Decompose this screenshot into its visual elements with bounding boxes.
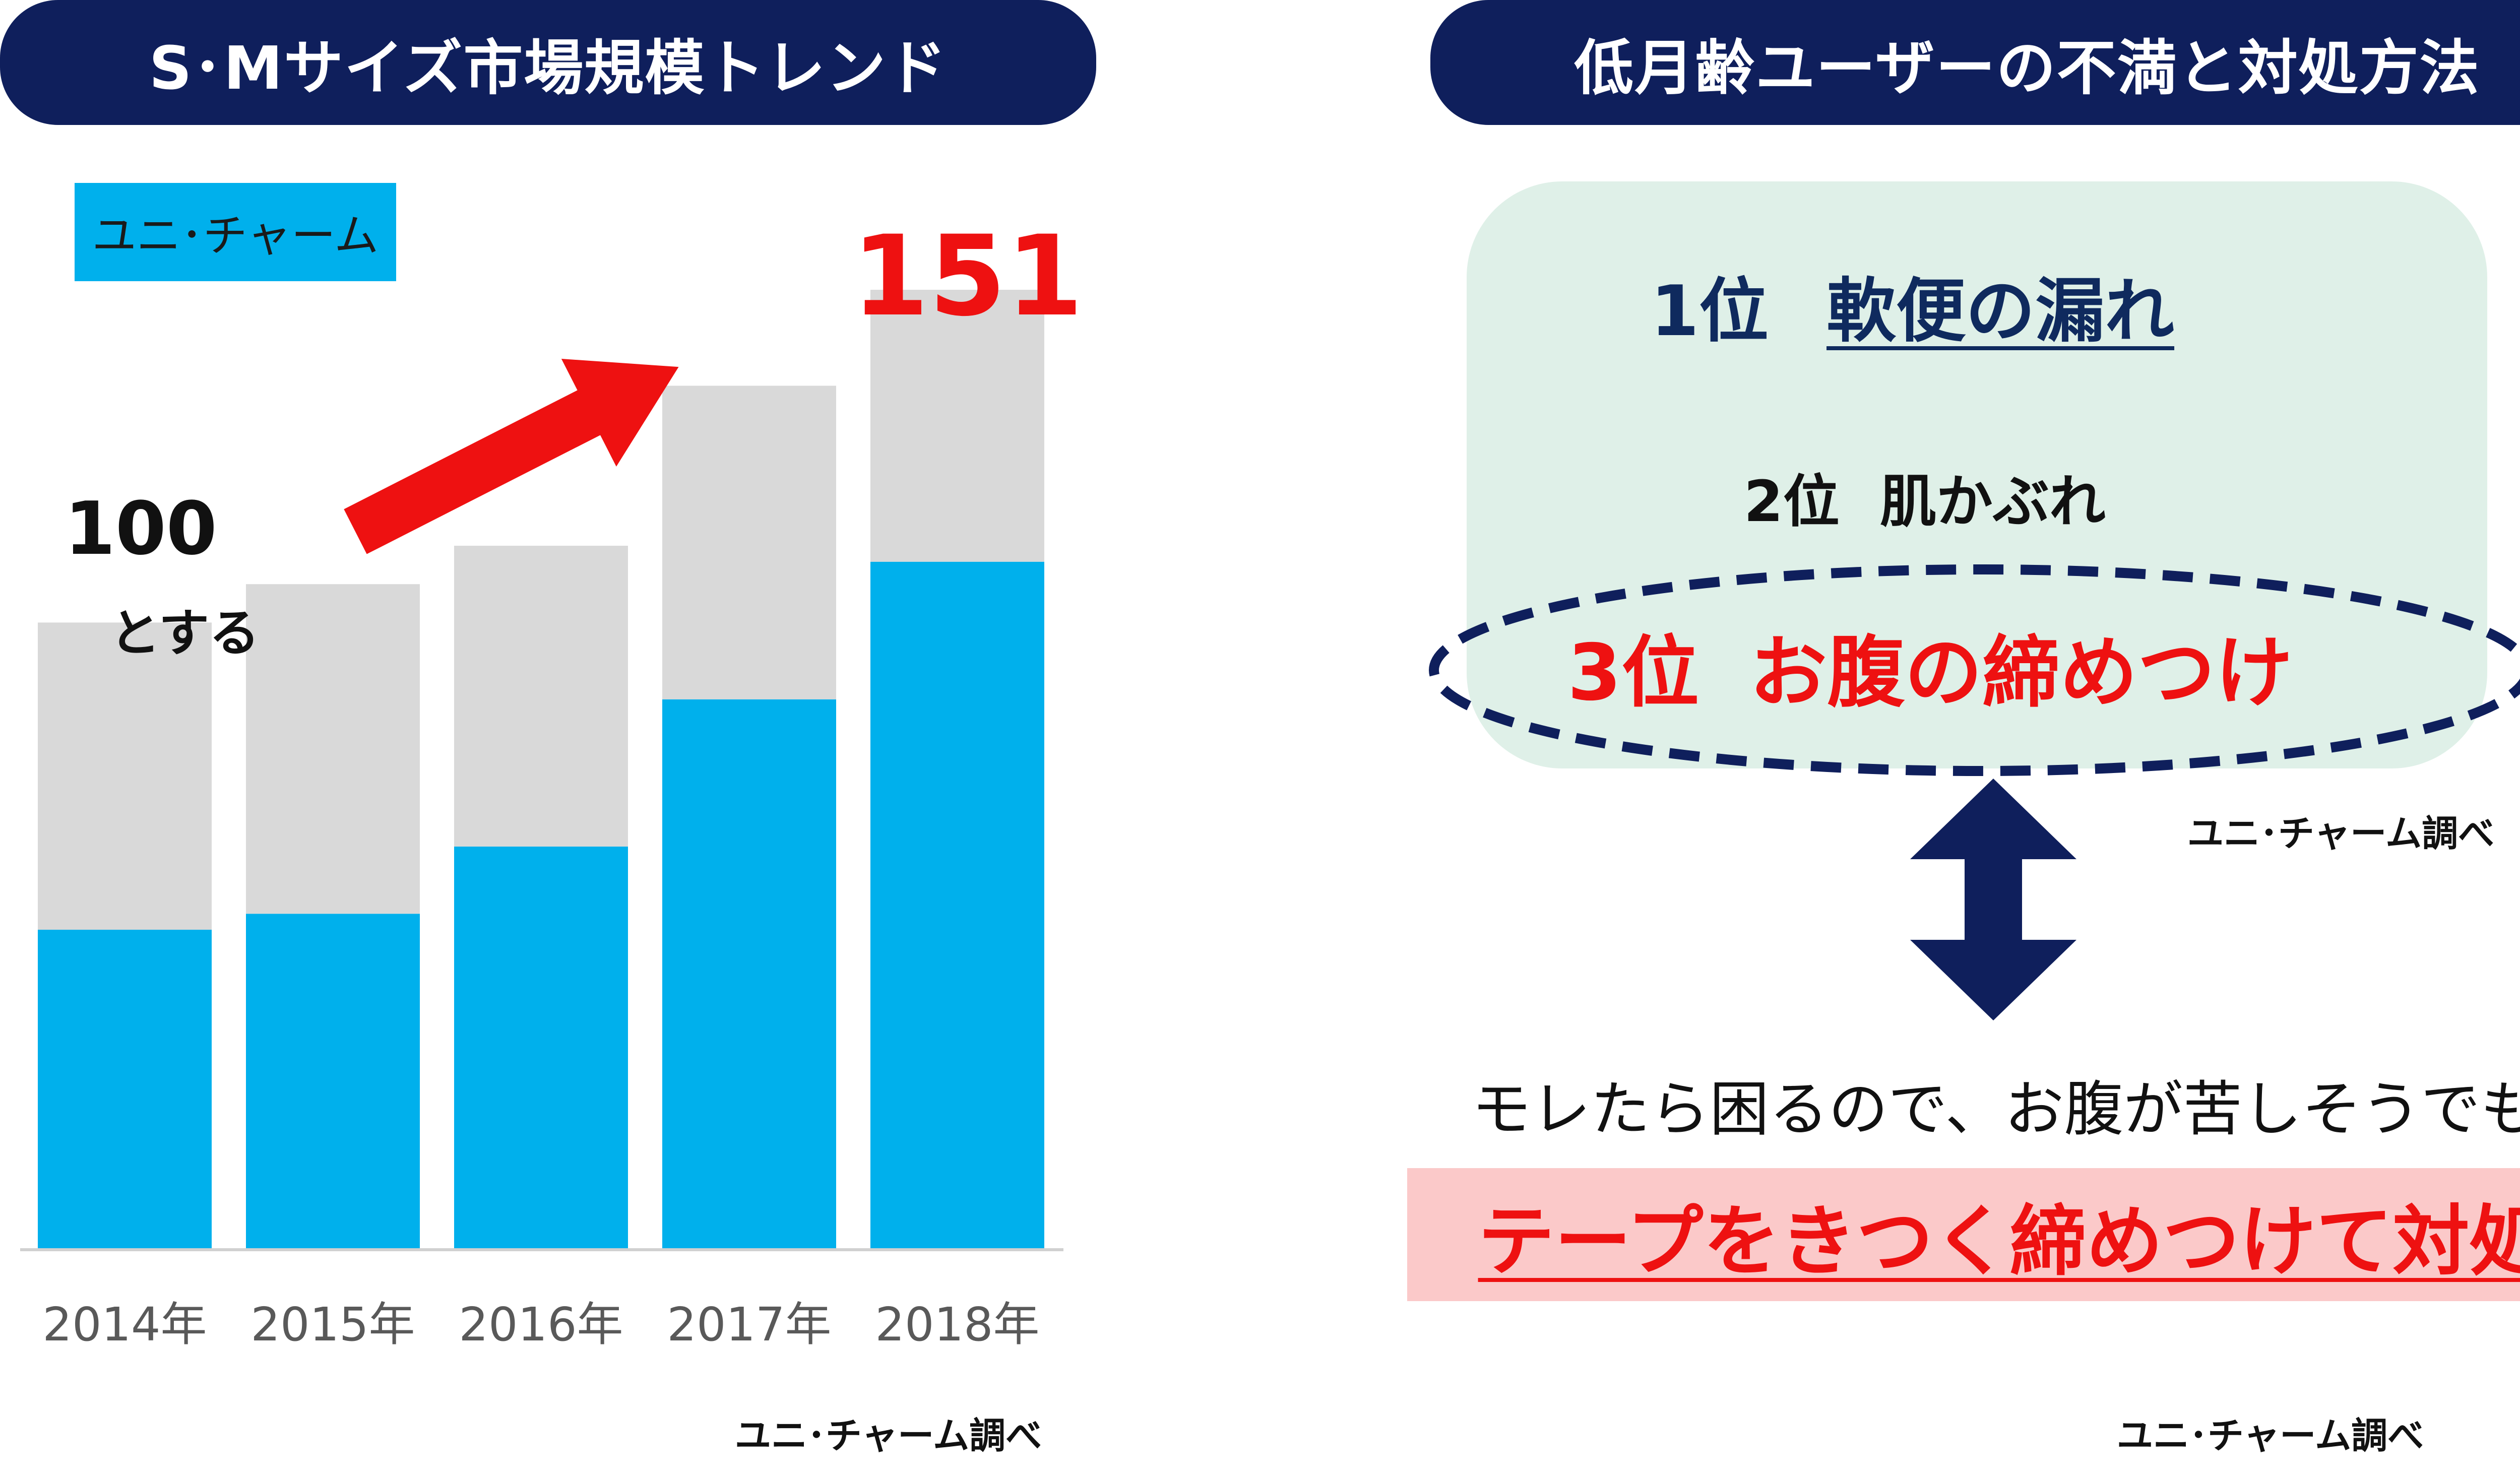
- rank-item-1: 1位 軟便の漏れ: [1651, 254, 2174, 355]
- chart-title: S･Mサイズ市場規模トレンド: [149, 33, 948, 103]
- bar-other-2016年: [454, 546, 628, 847]
- solution-box: テープをきつく締めつけて対処: [1407, 1168, 2520, 1301]
- start-value-suffix: とする: [110, 604, 260, 663]
- highlight-ellipse: [1429, 564, 2520, 776]
- ranking-source-note: ユニ･チャーム調べ: [2187, 812, 2495, 855]
- rank-number: 1位: [1651, 271, 1769, 352]
- statement-text: モレたら困るので、お腹が苦しそうでも: [1472, 1074, 2520, 1144]
- complaints-title: 低月齢ユーザーの不満と対処方法: [1574, 33, 2480, 103]
- bar-other-2014年: [38, 622, 212, 930]
- x-tick-label: 2016年: [459, 1298, 623, 1352]
- bar-chart: 2014年 2015年 2016年 2017年 2018年: [20, 290, 1063, 1352]
- trend-up-arrow-icon: [344, 359, 679, 554]
- ranking-box: [1467, 181, 2487, 768]
- double-arrow-icon: [1910, 779, 2076, 1020]
- bar-unicharm-2017年: [662, 699, 836, 1250]
- bar-other-2018年: [870, 290, 1044, 562]
- rank-item-2: 2位 肌かぶれ: [1744, 456, 2106, 538]
- end-value-label: 151: [852, 212, 1084, 341]
- bar-unicharm-2016年: [454, 846, 628, 1250]
- complaints-title-pill: 低月齢ユーザーの不満と対処方法: [1430, 0, 2520, 125]
- x-tick-label: 2018年: [875, 1298, 1039, 1352]
- bar-unicharm-2014年: [38, 930, 212, 1250]
- x-tick-label: 2017年: [667, 1298, 831, 1352]
- solution-text: テープをきつく締めつけて対処: [1478, 1197, 2520, 1286]
- bar-other-2015年: [246, 584, 420, 914]
- x-tick-label: 2015年: [250, 1298, 415, 1352]
- bar-other-2017年: [662, 385, 836, 699]
- legend-label: ユニ･チャーム: [92, 210, 379, 262]
- rank-text: お腹の締めつけ: [1749, 628, 2293, 718]
- bar-unicharm-2015年: [246, 914, 420, 1250]
- start-value-label: 100: [65, 486, 217, 571]
- rank-number: 3位: [1567, 628, 1699, 718]
- rank-number: 2位: [1744, 469, 1840, 535]
- bar-unicharm-2018年: [870, 561, 1044, 1250]
- rank-text: 軟便の漏れ: [1826, 271, 2175, 352]
- page-source-note: ユニ･チャーム調べ: [2117, 1415, 2424, 1457]
- rank-item-3: 3位 お腹の締めつけ: [1567, 610, 2293, 722]
- chart-title-pill: S･Mサイズ市場規模トレンド: [0, 0, 1096, 125]
- legend-badge: ユニ･チャーム: [75, 183, 396, 281]
- chart-source-note: ユニ･チャーム調べ: [735, 1415, 1042, 1457]
- rank-text: 肌かぶれ: [1879, 469, 2106, 535]
- x-tick-label: 2014年: [42, 1298, 207, 1352]
